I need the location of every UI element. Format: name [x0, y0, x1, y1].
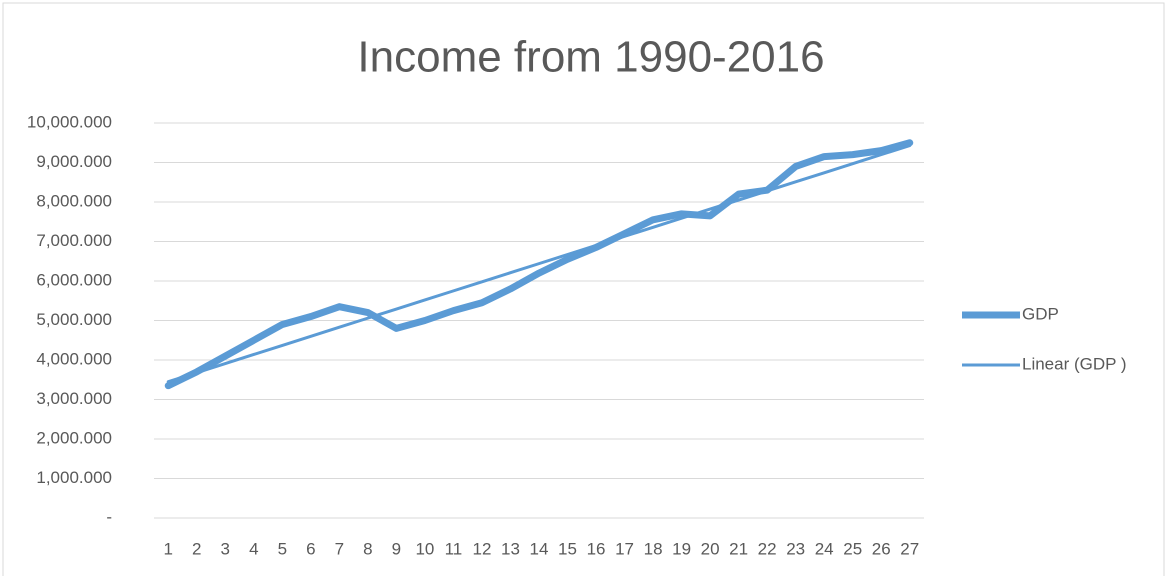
y-tick-label: -	[106, 507, 112, 526]
x-tick-label: 15	[558, 539, 577, 558]
x-tick-label: 10	[415, 539, 434, 558]
x-tick-label: 1	[164, 539, 173, 558]
x-tick-label: 5	[278, 539, 287, 558]
x-tick-label: 9	[392, 539, 401, 558]
x-tick-label: 4	[249, 539, 258, 558]
x-tick-label: 7	[335, 539, 344, 558]
x-tick-label: 8	[363, 539, 372, 558]
x-tick-label: 13	[501, 539, 520, 558]
y-tick-label: 5,000.000	[36, 310, 112, 329]
y-tick-label: 6,000.000	[36, 270, 112, 289]
x-tick-label: 2	[192, 539, 201, 558]
chart-border	[3, 3, 1164, 576]
x-tick-label: 3	[221, 539, 230, 558]
x-tick-label: 24	[815, 539, 834, 558]
x-tick-label: 12	[473, 539, 492, 558]
y-tick-label: 9,000.000	[36, 152, 112, 171]
x-tick-label: 17	[615, 539, 634, 558]
legend-label: GDP	[1022, 304, 1059, 323]
x-tick-label: 20	[701, 539, 720, 558]
y-tick-label: 8,000.000	[36, 191, 112, 210]
y-tick-label: 10,000.000	[27, 112, 112, 131]
x-tick-label: 11	[445, 539, 463, 558]
x-tick-label: 19	[672, 539, 691, 558]
y-tick-label: 1,000.000	[36, 468, 112, 487]
x-tick-label: 22	[758, 539, 777, 558]
y-tick-label: 4,000.000	[36, 349, 112, 368]
x-tick-label: 6	[306, 539, 315, 558]
series-line	[168, 146, 909, 382]
page: {"chart_data": {"type": "line", "title":…	[0, 0, 1167, 576]
x-tick-label: 21	[729, 539, 748, 558]
x-tick-label: 14	[530, 539, 549, 558]
x-tick-label: 18	[644, 539, 663, 558]
chart: Income from 1990-2016 - 1,000.000 2,000.00…	[0, 0, 1167, 576]
chart-title: Income from 1990-2016	[357, 33, 824, 82]
x-tick-label: 25	[843, 539, 862, 558]
legend-label: Linear (GDP )	[1022, 354, 1127, 373]
y-tick-label: 2,000.000	[36, 428, 112, 447]
x-tick-label: 26	[872, 539, 891, 558]
y-tick-label: 3,000.000	[36, 389, 112, 408]
x-tick-label: 16	[587, 539, 606, 558]
x-tick-label: 23	[786, 539, 805, 558]
x-tick-label: 27	[900, 539, 919, 558]
y-tick-label: 7,000.000	[36, 231, 112, 250]
